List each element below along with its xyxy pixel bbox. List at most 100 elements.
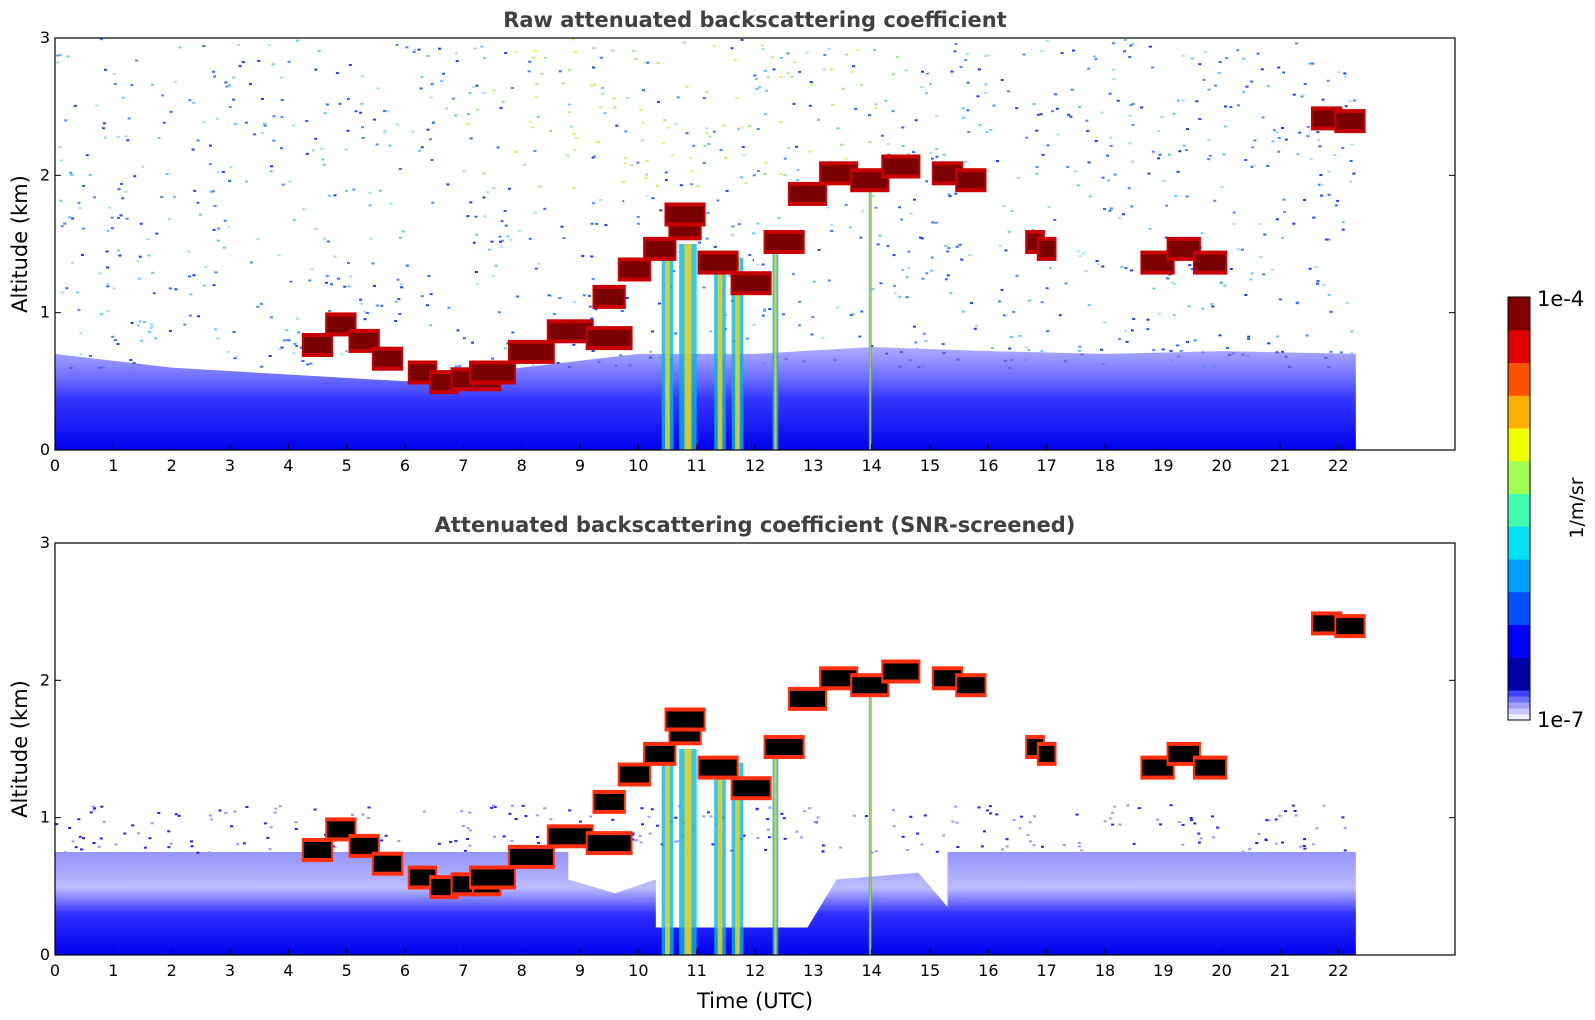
colorbar-swatch xyxy=(1508,624,1530,658)
noise-pixel xyxy=(1041,845,1044,848)
noise-pixel xyxy=(233,122,237,125)
noise-pixel xyxy=(1212,317,1216,320)
noise-pixel xyxy=(1110,272,1114,275)
noise-pixel xyxy=(431,261,435,264)
noise-pixel xyxy=(480,211,484,214)
noise-pixel xyxy=(254,166,258,168)
noise-pixel xyxy=(1012,310,1016,313)
noise-pixel xyxy=(690,201,694,204)
noise-pixel xyxy=(1159,309,1163,311)
noise-pixel xyxy=(534,267,538,270)
noise-pixel xyxy=(447,165,451,168)
noise-pixel xyxy=(190,845,194,848)
noise-pixel xyxy=(591,156,595,159)
noise-pixel xyxy=(709,815,713,818)
noise-pixel xyxy=(244,121,248,124)
noise-pixel xyxy=(229,226,233,229)
precipitation-streak xyxy=(735,762,740,955)
noise-pixel xyxy=(224,81,228,84)
noise-pixel xyxy=(496,248,500,250)
noise-pixel xyxy=(1249,278,1253,281)
noise-pixel xyxy=(1244,294,1248,296)
noise-pixel xyxy=(492,187,496,190)
noise-pixel xyxy=(535,814,539,817)
noise-pixel xyxy=(874,206,878,209)
noise-pixel xyxy=(1272,123,1276,126)
noise-pixel xyxy=(1084,270,1088,273)
noise-pixel xyxy=(1094,140,1098,142)
noise-pixel xyxy=(551,43,555,46)
noise-pixel xyxy=(915,347,919,350)
noise-pixel xyxy=(168,67,172,70)
noise-pixel xyxy=(1326,79,1330,82)
noise-pixel xyxy=(123,85,127,88)
noise-pixel xyxy=(1139,224,1143,227)
noise-pixel xyxy=(359,298,363,301)
noise-pixel xyxy=(310,55,314,58)
noise-pixel xyxy=(341,70,345,73)
noise-pixel xyxy=(1022,53,1026,56)
noise-pixel xyxy=(886,245,890,248)
noise-pixel xyxy=(622,200,626,203)
noise-pixel xyxy=(260,365,264,368)
noise-pixel xyxy=(901,126,905,129)
noise-pixel xyxy=(99,65,103,68)
noise-pixel xyxy=(188,314,192,317)
noise-pixel xyxy=(214,271,218,274)
noise-pixel xyxy=(1206,86,1210,89)
noise-pixel xyxy=(1093,55,1097,58)
noise-pixel xyxy=(623,156,627,159)
noise-pixel xyxy=(417,48,421,51)
noise-pixel xyxy=(380,304,384,307)
cloud-core xyxy=(789,690,825,707)
noise-pixel xyxy=(1035,166,1039,169)
noise-pixel xyxy=(901,268,905,271)
noise-pixel xyxy=(1349,205,1353,208)
noise-pixel xyxy=(1151,66,1155,69)
noise-pixel xyxy=(508,812,512,815)
noise-pixel xyxy=(292,248,296,251)
x-tick-label: 16 xyxy=(978,961,998,980)
noise-pixel xyxy=(1292,194,1296,197)
noise-pixel xyxy=(1172,112,1176,115)
noise-pixel xyxy=(985,131,989,133)
noise-pixel xyxy=(514,818,518,820)
noise-pixel xyxy=(1283,211,1287,214)
noise-pixel xyxy=(805,163,809,166)
noise-pixel xyxy=(194,184,197,187)
noise-pixel xyxy=(901,144,905,147)
noise-pixel xyxy=(60,333,64,336)
x-tick-label: 4 xyxy=(283,456,293,475)
noise-pixel xyxy=(1118,337,1122,340)
noise-pixel xyxy=(1166,277,1170,280)
noise-pixel xyxy=(60,225,64,228)
noise-pixel xyxy=(1236,248,1240,251)
noise-pixel xyxy=(286,339,290,342)
noise-pixel xyxy=(781,313,785,316)
noise-pixel xyxy=(748,152,752,155)
noise-pixel xyxy=(912,151,915,154)
noise-pixel xyxy=(63,222,67,225)
noise-pixel xyxy=(82,329,86,332)
x-tick-label: 4 xyxy=(283,961,293,980)
noise-pixel xyxy=(321,158,325,161)
noise-pixel xyxy=(350,280,354,283)
noise-pixel xyxy=(1233,316,1237,319)
noise-pixel xyxy=(473,47,477,50)
noise-pixel xyxy=(968,254,972,257)
noise-pixel xyxy=(886,143,890,146)
noise-pixel xyxy=(521,804,525,807)
noise-pixel xyxy=(1203,38,1207,41)
noise-pixel xyxy=(149,327,153,329)
noise-pixel xyxy=(1292,243,1296,245)
noise-pixel xyxy=(631,838,635,841)
noise-pixel xyxy=(91,805,95,808)
noise-pixel xyxy=(164,198,168,201)
noise-pixel xyxy=(925,72,929,75)
noise-pixel xyxy=(1120,337,1124,340)
noise-pixel xyxy=(573,148,577,151)
noise-pixel xyxy=(383,118,387,121)
noise-pixel xyxy=(371,262,375,265)
x-tick-label: 11 xyxy=(686,961,706,980)
noise-pixel xyxy=(346,98,350,100)
